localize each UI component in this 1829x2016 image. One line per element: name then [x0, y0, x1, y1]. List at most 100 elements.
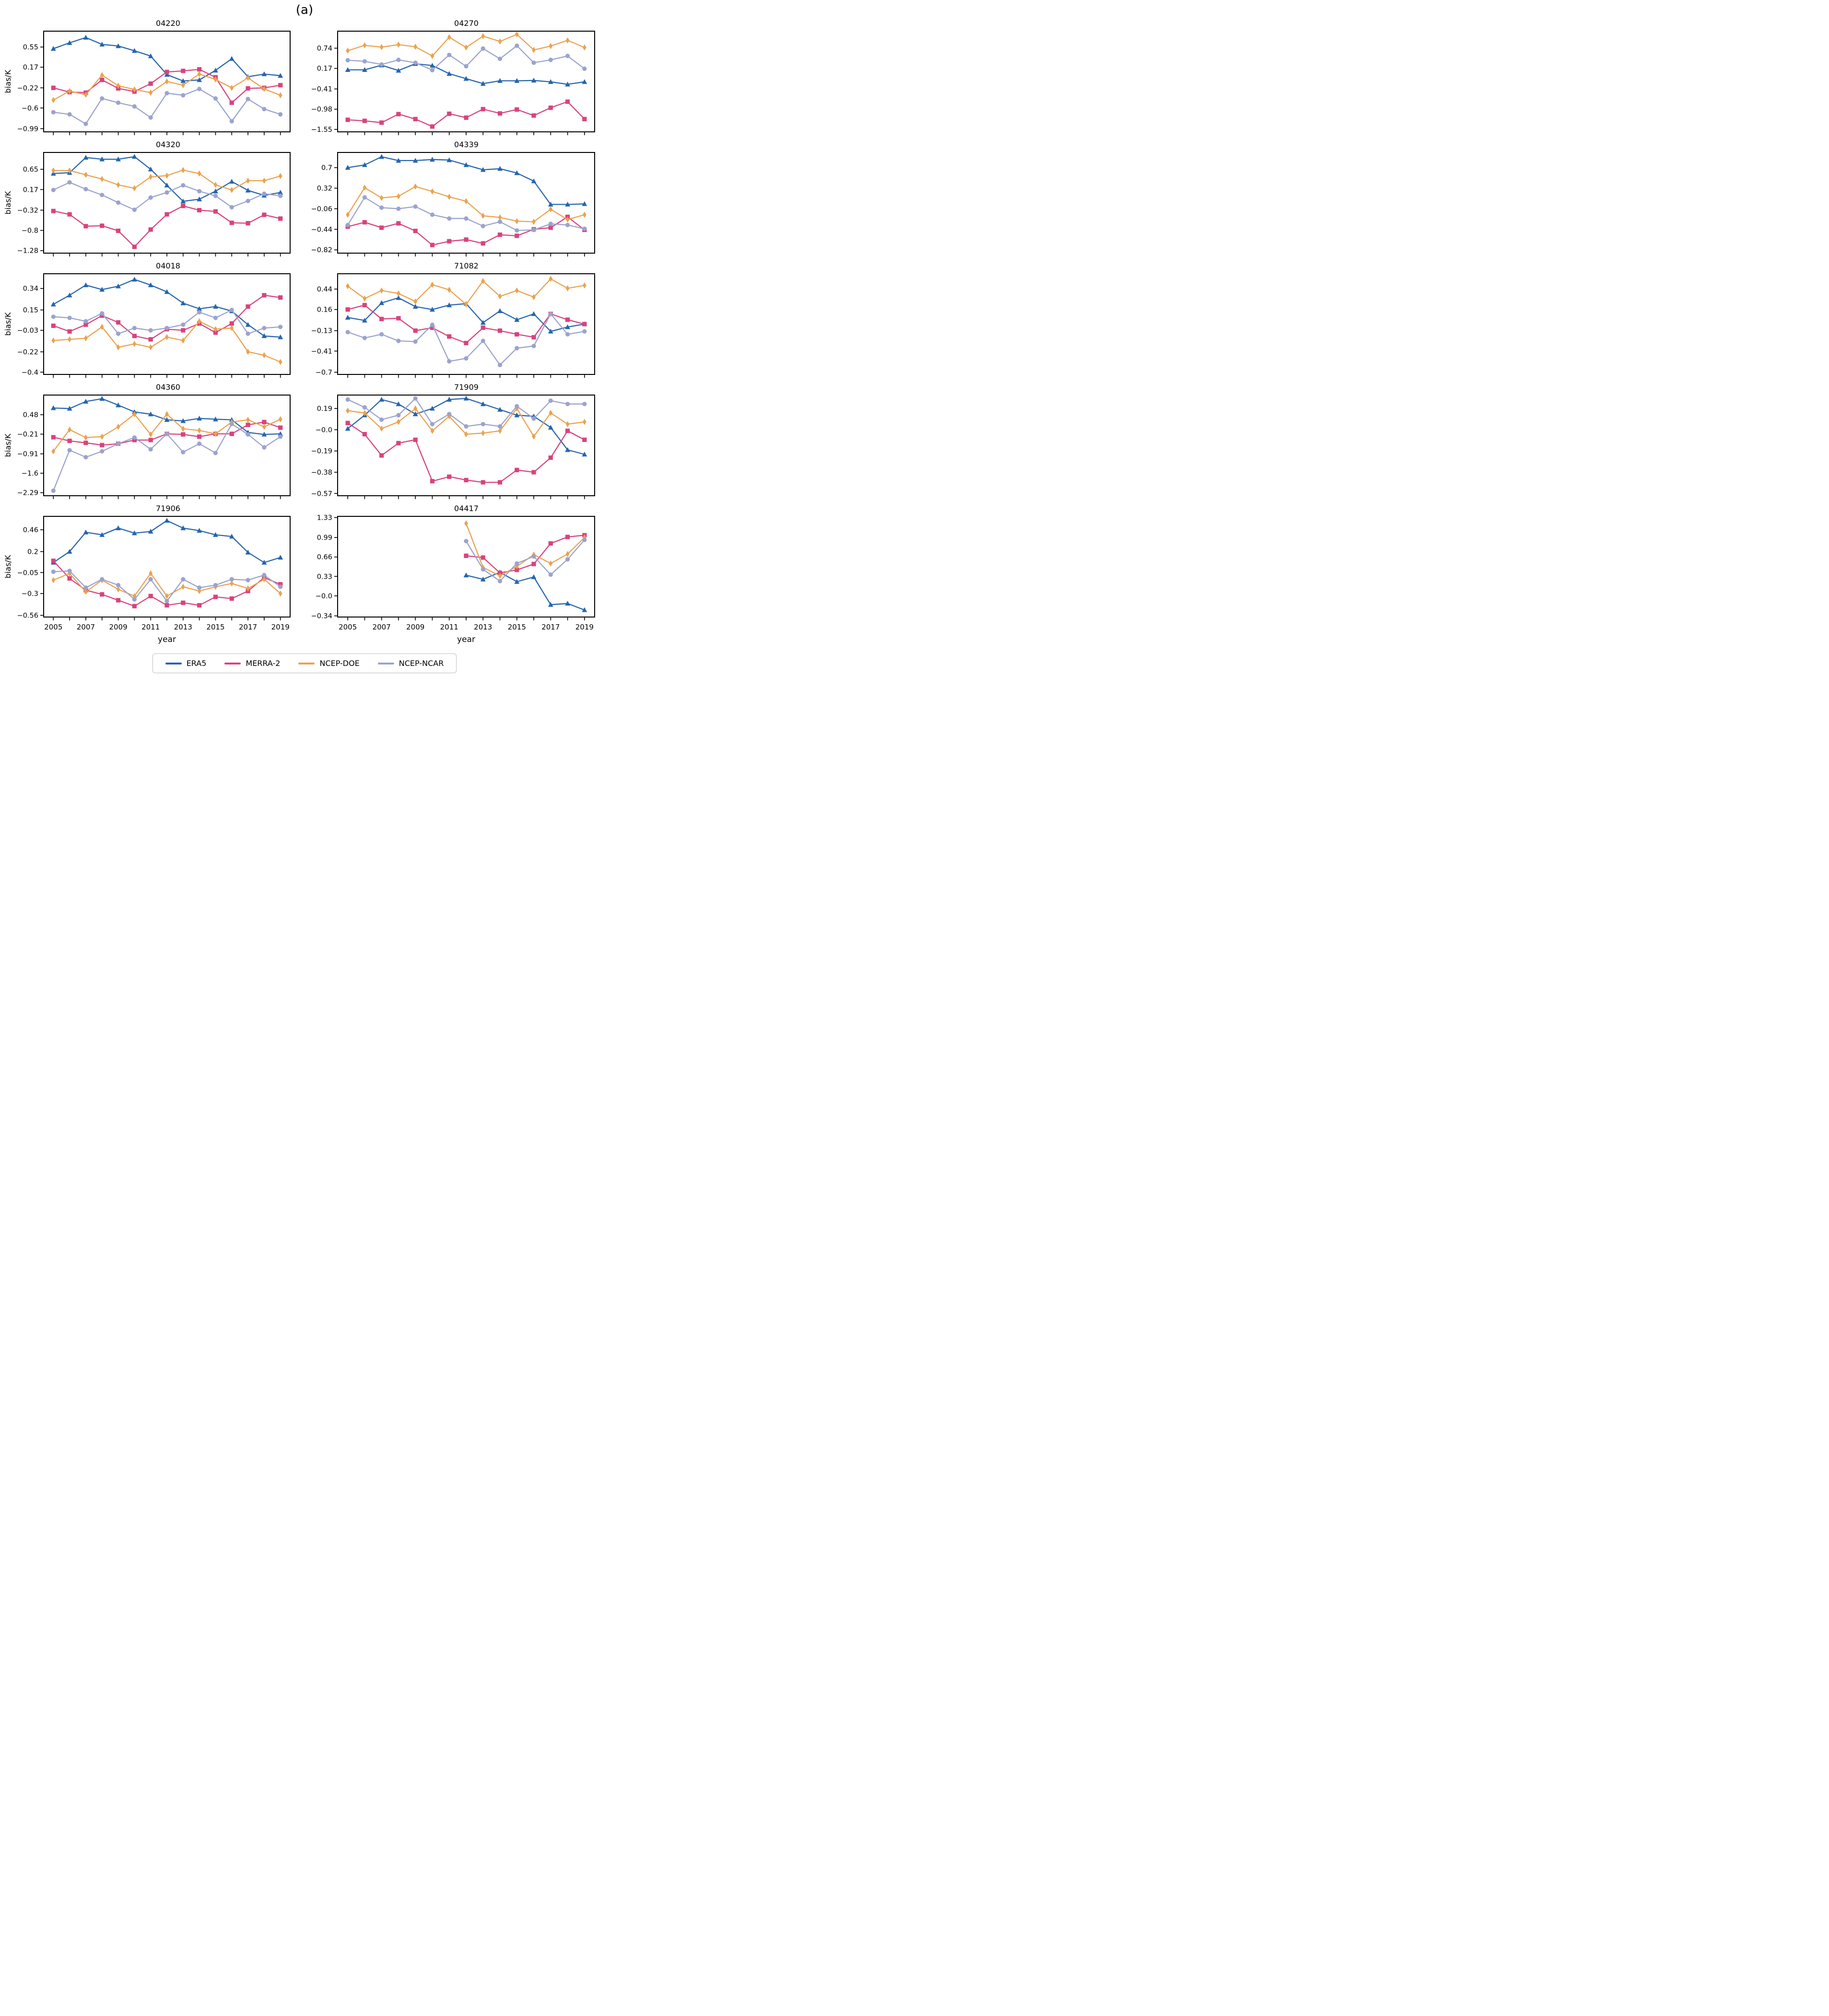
data-point-NCEP-NCAR: [132, 597, 137, 602]
data-point-NCEP-NCAR: [100, 577, 105, 582]
data-point-NCEP-NCAR: [67, 315, 72, 320]
data-point-NCEP-NCAR: [116, 583, 121, 588]
data-point-NCEP-DOE: [430, 428, 434, 434]
data-point-MERRA-2: [67, 329, 72, 334]
data-point-MERRA-2: [229, 321, 234, 326]
data-point-ERA5: [213, 303, 218, 309]
data-point-NCEP-NCAR: [278, 193, 283, 198]
data-point-ERA5: [446, 71, 452, 76]
data-point-NCEP-DOE: [464, 520, 468, 527]
data-point-NCEP-NCAR: [67, 448, 72, 453]
data-point-NCEP-NCAR: [464, 216, 469, 221]
data-point-MERRA-2: [413, 229, 418, 233]
data-point-MERRA-2: [362, 220, 367, 225]
data-point-NCEP-DOE: [213, 326, 218, 333]
data-point-NCEP-NCAR: [515, 561, 519, 566]
data-point-NCEP-DOE: [262, 86, 266, 92]
data-point-MERRA-2: [396, 221, 401, 226]
data-point-NCEP-DOE: [397, 419, 400, 425]
data-point-MERRA-2: [213, 209, 218, 214]
y-axis-label: bias/K: [3, 312, 12, 336]
subplot-71906: 71906 0.46 0.2 −0.05 −0.3 −0.56 2005 2007 2009 20…: [2, 503, 302, 646]
data-point-MERRA-2: [464, 115, 469, 120]
data-point-ERA5: [379, 396, 385, 402]
legend-label: NCEP-NCAR: [399, 659, 444, 668]
data-point-MERRA-2: [430, 124, 435, 129]
data-point-NCEP-DOE: [565, 421, 570, 428]
data-point-NCEP-DOE: [165, 78, 169, 85]
data-point-NCEP-DOE: [278, 173, 282, 179]
data-point-ERA5: [99, 42, 105, 47]
plot-area: [43, 152, 291, 254]
data-point-NCEP-DOE: [481, 430, 485, 436]
data-point-NCEP-NCAR: [396, 338, 401, 343]
data-point-ERA5: [548, 602, 553, 607]
data-point-NCEP-NCAR: [413, 204, 418, 209]
x-tick-label: 2009: [109, 623, 127, 631]
plot-area: [337, 395, 595, 496]
y-tick-label: −1.28: [17, 247, 38, 255]
y-tick-label: 0.19: [317, 405, 332, 413]
data-point-NCEP-DOE: [549, 409, 553, 416]
data-point-ERA5: [229, 56, 234, 61]
data-point-ERA5: [148, 166, 153, 172]
data-point-MERRA-2: [164, 212, 169, 217]
data-point-NCEP-NCAR: [379, 417, 384, 422]
data-point-MERRA-2: [197, 434, 202, 439]
data-point-NCEP-DOE: [165, 411, 169, 418]
data-point-NCEP-DOE: [379, 44, 384, 50]
data-point-NCEP-DOE: [213, 76, 218, 82]
data-point-MERRA-2: [413, 437, 418, 442]
subplot-04360: 04360 0.48 −0.21 −0.91 −1.6 −2.29 bias/K: [2, 382, 302, 502]
data-point-ERA5: [548, 425, 553, 430]
data-point-NCEP-DOE: [481, 278, 485, 284]
data-point-MERRA-2: [345, 307, 350, 312]
y-tick-label: −0.32: [17, 207, 38, 214]
data-point-ERA5: [548, 328, 553, 334]
data-point-NCEP-NCAR: [582, 402, 587, 407]
data-point-NCEP-NCAR: [430, 212, 435, 217]
data-point-ERA5: [213, 416, 218, 421]
data-point-NCEP-NCAR: [497, 57, 503, 61]
data-point-ERA5: [531, 311, 537, 316]
data-point-ERA5: [514, 78, 520, 83]
data-point-ERA5: [582, 452, 587, 457]
data-point-MERRA-2: [83, 441, 88, 445]
data-point-NCEP-DOE: [132, 411, 137, 418]
data-point-NCEP-DOE: [262, 576, 266, 583]
data-point-NCEP-NCAR: [51, 315, 56, 319]
data-point-NCEP-NCAR: [164, 431, 169, 436]
data-point-ERA5: [67, 548, 72, 554]
data-point-ERA5: [345, 426, 351, 431]
data-point-NCEP-DOE: [413, 44, 418, 50]
data-point-NCEP-NCAR: [181, 183, 186, 188]
data-point-MERRA-2: [100, 223, 105, 228]
data-point-ERA5: [278, 431, 283, 436]
plot-area: [43, 395, 291, 496]
data-point-ERA5: [261, 559, 267, 565]
x-tick-label: 2011: [141, 623, 160, 631]
data-point-NCEP-NCAR: [181, 450, 186, 454]
y-tick-label: −0.05: [17, 569, 38, 577]
data-point-ERA5: [548, 201, 553, 207]
data-point-NCEP-NCAR: [582, 66, 587, 71]
data-point-ERA5: [116, 43, 121, 48]
data-point-NCEP-NCAR: [67, 112, 72, 117]
data-point-MERRA-2: [51, 559, 56, 563]
series-line-MERRA-2: [347, 304, 585, 344]
data-point-ERA5: [412, 158, 418, 163]
data-point-ERA5: [50, 46, 56, 51]
data-point-NCEP-DOE: [132, 86, 137, 93]
data-point-NCEP-NCAR: [515, 346, 519, 350]
data-point-NCEP-DOE: [481, 33, 485, 39]
data-point-NCEP-NCAR: [413, 396, 418, 401]
data-point-NCEP-NCAR: [515, 228, 519, 233]
data-point-NCEP-DOE: [149, 344, 153, 350]
data-point-ERA5: [430, 63, 435, 68]
data-point-NCEP-NCAR: [164, 91, 169, 95]
data-point-NCEP-NCAR: [246, 331, 250, 336]
data-point-NCEP-DOE: [278, 359, 282, 365]
y-tick-label: −1.55: [311, 126, 332, 134]
data-point-NCEP-NCAR: [515, 43, 519, 48]
data-point-MERRA-2: [164, 603, 169, 608]
